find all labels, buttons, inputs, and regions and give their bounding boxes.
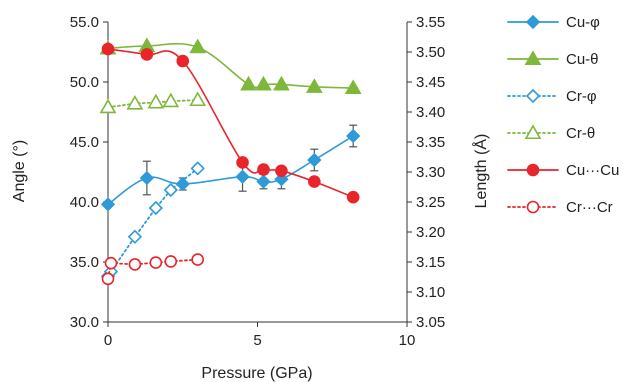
legend-marker xyxy=(524,50,542,66)
data-point xyxy=(189,38,207,54)
y-right-tick-label: 3.30 xyxy=(416,164,445,181)
data-point xyxy=(175,176,190,192)
data-point xyxy=(148,200,163,216)
series-3 xyxy=(99,91,207,114)
y-right-tick-label: 3.25 xyxy=(416,194,445,211)
data-point xyxy=(128,258,142,271)
y-right-tick-label: 3.55 xyxy=(416,14,445,31)
data-point xyxy=(126,94,144,110)
data-point xyxy=(139,170,155,186)
legend-label: Cr···Cr xyxy=(566,199,613,216)
y-left-tick-label: 35.0 xyxy=(70,254,99,271)
y-left-tick-label: 40.0 xyxy=(70,194,99,211)
series-0 xyxy=(100,124,361,212)
data-point xyxy=(163,182,178,198)
legend-entry: Cr-φ xyxy=(507,88,597,105)
data-point xyxy=(235,169,250,184)
y-axis-left-title: Angle (°) xyxy=(11,140,28,202)
data-point xyxy=(240,75,257,91)
plot-area xyxy=(99,37,362,286)
data-point xyxy=(257,163,270,176)
data-point xyxy=(164,255,178,268)
y-left-tick-label: 50.0 xyxy=(70,74,99,91)
legend-label: Cr-θ xyxy=(566,125,595,142)
y-right-tick-label: 3.40 xyxy=(416,104,445,121)
legend-entry: Cr···Cr xyxy=(507,199,613,216)
x-tick-label: 5 xyxy=(253,332,261,349)
x-tick-label: 0 xyxy=(104,332,112,349)
data-point xyxy=(191,253,204,266)
data-point xyxy=(176,54,190,68)
data-point xyxy=(101,272,115,286)
legend-label: Cu···Cu xyxy=(566,162,619,179)
legend-entry: Cu-φ xyxy=(507,14,600,31)
y-right-tick-label: 3.45 xyxy=(416,74,445,91)
y-right-tick-label: 3.15 xyxy=(416,254,445,271)
legend: Cu-φ Cu-θ Cr-φ Cr-θ Cu···Cu Cr···Cr xyxy=(507,14,619,216)
data-point xyxy=(149,256,163,269)
data-point xyxy=(140,48,154,61)
data-point xyxy=(255,75,272,91)
data-point xyxy=(305,78,323,93)
legend-marker xyxy=(524,124,542,140)
legend-label: Cr-φ xyxy=(566,88,597,105)
series-line xyxy=(107,99,199,109)
series-5 xyxy=(101,253,204,286)
data-point xyxy=(104,256,118,270)
y-left-tick-label: 45.0 xyxy=(70,134,99,151)
data-point xyxy=(273,75,290,91)
series-1 xyxy=(99,37,362,95)
data-point xyxy=(147,93,165,109)
y-right-tick-label: 3.20 xyxy=(416,224,445,241)
x-tick-label: 10 xyxy=(399,332,416,349)
x-axis-title: Pressure (GPa) xyxy=(201,365,312,382)
y-left-tick-label: 30.0 xyxy=(70,314,99,331)
legend-entry: Cu···Cu xyxy=(507,162,619,179)
data-point xyxy=(127,229,143,244)
data-point xyxy=(275,164,288,178)
y-left-tick-label: 55.0 xyxy=(70,14,99,31)
data-point xyxy=(307,152,322,168)
series-4 xyxy=(101,42,360,204)
legend-marker xyxy=(526,200,540,214)
legend-marker xyxy=(525,88,541,104)
tick-labels: 30.0 35.0 40.0 45.0 50.0 55.0 3.05 3.10 3.15 3.20… xyxy=(70,14,445,349)
data-point xyxy=(346,128,361,144)
data-point xyxy=(346,190,360,204)
data-point xyxy=(101,42,115,56)
y-right-tick-label: 3.05 xyxy=(416,314,445,331)
data-point xyxy=(190,161,205,176)
y-axis-right-title: Length (Å) xyxy=(471,134,490,209)
y-right-tick-label: 3.50 xyxy=(416,44,445,61)
legend-marker xyxy=(525,14,541,30)
legend-label: Cu-φ xyxy=(566,14,600,31)
data-point xyxy=(256,174,271,189)
legend-label: Cu-θ xyxy=(566,51,599,68)
data-point xyxy=(99,98,117,114)
data-point xyxy=(189,91,207,107)
data-point xyxy=(100,197,116,212)
data-point xyxy=(162,92,180,108)
y-right-tick-label: 3.10 xyxy=(416,284,445,301)
data-point xyxy=(308,175,321,188)
data-point xyxy=(236,156,249,169)
y-right-tick-label: 3.35 xyxy=(416,134,445,151)
legend-marker xyxy=(526,163,540,177)
data-point xyxy=(344,79,362,95)
legend-entry: Cu-θ xyxy=(507,50,599,68)
legend-entry: Cr-θ xyxy=(507,124,595,142)
